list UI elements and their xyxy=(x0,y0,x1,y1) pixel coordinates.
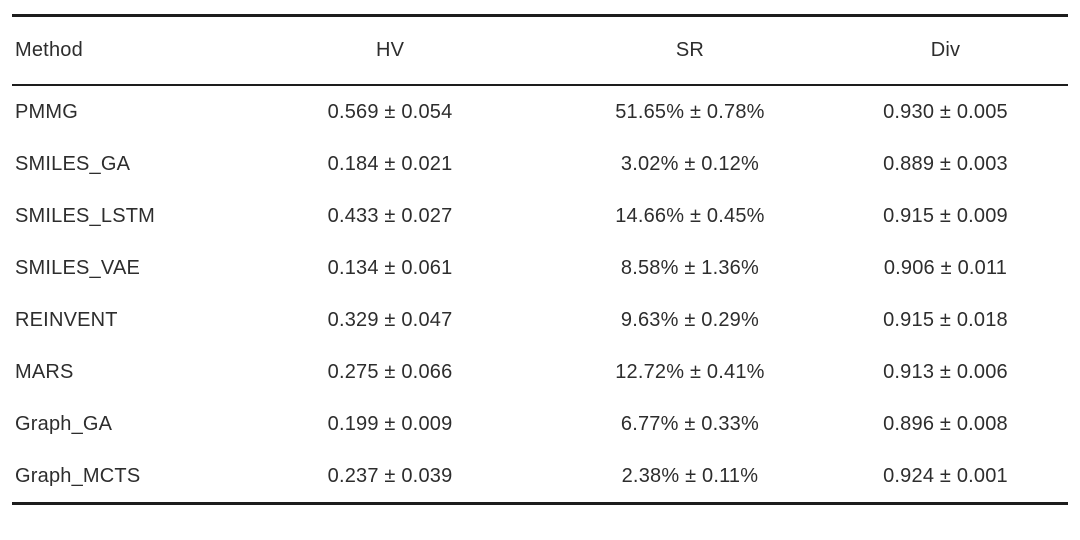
sr-cell: 8.58% ± 1.36% xyxy=(620,256,759,279)
table-body: PMMG 0.569 ± 0.054 51.65% ± 0.78% 0.930 … xyxy=(12,85,1068,504)
div-cell: 0.924 ± 0.001 xyxy=(883,464,1008,487)
hv-cell: 0.275 ± 0.066 xyxy=(327,360,453,383)
sr-cell: 51.65% ± 0.78% xyxy=(615,100,765,123)
col-header-method: Method xyxy=(12,15,224,86)
div-cell: 0.915 ± 0.018 xyxy=(883,308,1008,331)
method-cell: SMILES_LSTM xyxy=(15,204,156,227)
sr-cell: 3.02% ± 0.12% xyxy=(620,152,759,175)
col-header-div: Div xyxy=(822,15,1068,86)
method-cell: SMILES_VAE xyxy=(15,256,141,279)
col-header-hv: HV xyxy=(223,15,557,86)
sr-cell: 12.72% ± 0.41% xyxy=(615,360,765,383)
paper-table-page: Method HV SR Div PMMG 0.569 ± 0.054 51.6… xyxy=(0,14,1080,540)
table-row: SMILES_GA 0.184 ± 0.021 3.02% ± 0.12% 0.… xyxy=(12,138,1068,190)
table-row: SMILES_LSTM 0.433 ± 0.027 14.66% ± 0.45%… xyxy=(12,190,1068,242)
table-header: Method HV SR Div xyxy=(12,15,1068,86)
header-row: Method HV SR Div xyxy=(12,15,1068,86)
hv-cell: 0.199 ± 0.009 xyxy=(327,412,453,435)
sr-cell: 2.38% ± 0.11% xyxy=(621,464,759,487)
hv-cell: 0.184 ± 0.021 xyxy=(327,152,453,175)
method-cell: PMMG xyxy=(15,100,79,123)
table-row: SMILES_VAE 0.134 ± 0.061 8.58% ± 1.36% 0… xyxy=(12,242,1068,294)
table-row: PMMG 0.569 ± 0.054 51.65% ± 0.78% 0.930 … xyxy=(12,85,1068,138)
table-row: Graph_MCTS 0.237 ± 0.039 2.38% ± 0.11% 0… xyxy=(12,450,1068,504)
hv-cell: 0.237 ± 0.039 xyxy=(327,464,453,487)
sr-cell: 14.66% ± 0.45% xyxy=(615,204,765,227)
div-cell: 0.930 ± 0.005 xyxy=(883,100,1008,123)
method-cell: Graph_MCTS xyxy=(15,464,141,487)
hv-cell: 0.134 ± 0.061 xyxy=(327,256,453,279)
results-table: Method HV SR Div PMMG 0.569 ± 0.054 51.6… xyxy=(12,14,1068,505)
col-header-sr: SR xyxy=(556,15,823,86)
method-cell: REINVENT xyxy=(15,308,118,331)
div-cell: 0.889 ± 0.003 xyxy=(883,152,1008,175)
div-cell: 0.915 ± 0.009 xyxy=(883,204,1008,227)
div-cell: 0.906 ± 0.011 xyxy=(883,256,1008,279)
div-cell: 0.896 ± 0.008 xyxy=(883,412,1008,435)
method-cell: Graph_GA xyxy=(15,412,113,435)
table-row: Graph_GA 0.199 ± 0.009 6.77% ± 0.33% 0.8… xyxy=(12,398,1068,450)
hv-cell: 0.433 ± 0.027 xyxy=(327,204,453,227)
method-cell: SMILES_GA xyxy=(15,152,131,175)
sr-cell: 6.77% ± 0.33% xyxy=(620,412,759,435)
hv-cell: 0.329 ± 0.047 xyxy=(327,308,453,331)
table-row: MARS 0.275 ± 0.066 12.72% ± 0.41% 0.913 … xyxy=(12,346,1068,398)
table-row: REINVENT 0.329 ± 0.047 9.63% ± 0.29% 0.9… xyxy=(12,294,1068,346)
sr-cell: 9.63% ± 0.29% xyxy=(620,308,759,331)
div-cell: 0.913 ± 0.006 xyxy=(883,360,1008,383)
method-cell: MARS xyxy=(15,360,74,383)
hv-cell: 0.569 ± 0.054 xyxy=(327,100,453,123)
